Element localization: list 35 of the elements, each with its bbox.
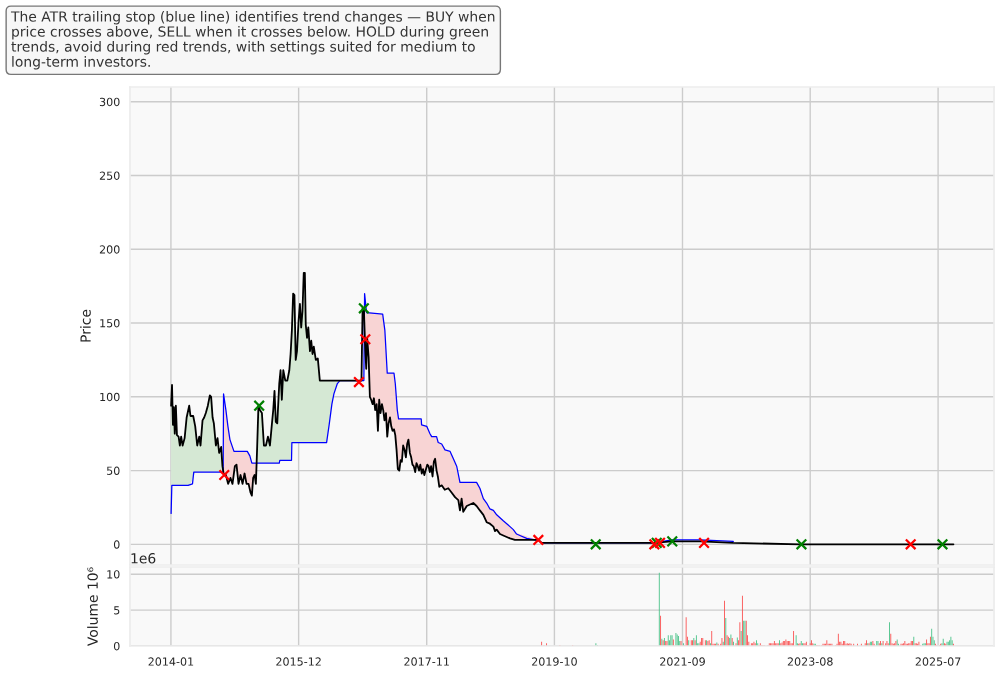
point (359, 333, 372, 346)
x-tick-label: 2025-07 (915, 657, 961, 666)
x-tick-label: 2021-09 (660, 657, 705, 666)
x-tick-label: 2014-01 (148, 657, 194, 666)
y-tick-label: 10 (107, 570, 120, 579)
annotation: 1e6 (131, 553, 156, 564)
point (357, 302, 370, 315)
x-tick-label: 2015-12 (276, 657, 321, 666)
y-axis-title: Price (80, 309, 91, 342)
y-tick-label: 0 (113, 641, 120, 651)
x-tick-label: 2023-08 (787, 657, 833, 666)
point (795, 538, 808, 551)
point (698, 536, 710, 549)
x-tick-label: 2019-10 (532, 657, 577, 666)
y-tick-label: 300 (99, 97, 120, 107)
point (532, 534, 545, 546)
point (253, 399, 266, 412)
y-tick-label: 150 (100, 319, 120, 328)
y-tick-label: 0 (113, 540, 120, 549)
point (904, 538, 917, 551)
text: The ATR trailing stop (blue line) identifies trend changes — BUY when price crosses above, SELL when it crosses below. HOLD during green trends, avoid during red trends, with settings suited for medium to long-term investors. (10, 11, 495, 70)
y-tick-label: 50 (107, 466, 120, 475)
y-tick-label: 250 (99, 171, 120, 180)
y-axis-title: Volume 10⁶ (87, 567, 98, 647)
x-tick-label: 2017-11 (404, 657, 449, 666)
point (218, 469, 231, 481)
y-tick-label: 100 (100, 392, 120, 402)
point (353, 376, 365, 388)
y-tick-label: 5 (114, 606, 120, 615)
point (589, 538, 602, 551)
line-series (170, 271, 955, 546)
point (654, 536, 666, 549)
y-tick-label: 200 (99, 245, 120, 254)
point (666, 535, 679, 548)
point (936, 538, 949, 551)
